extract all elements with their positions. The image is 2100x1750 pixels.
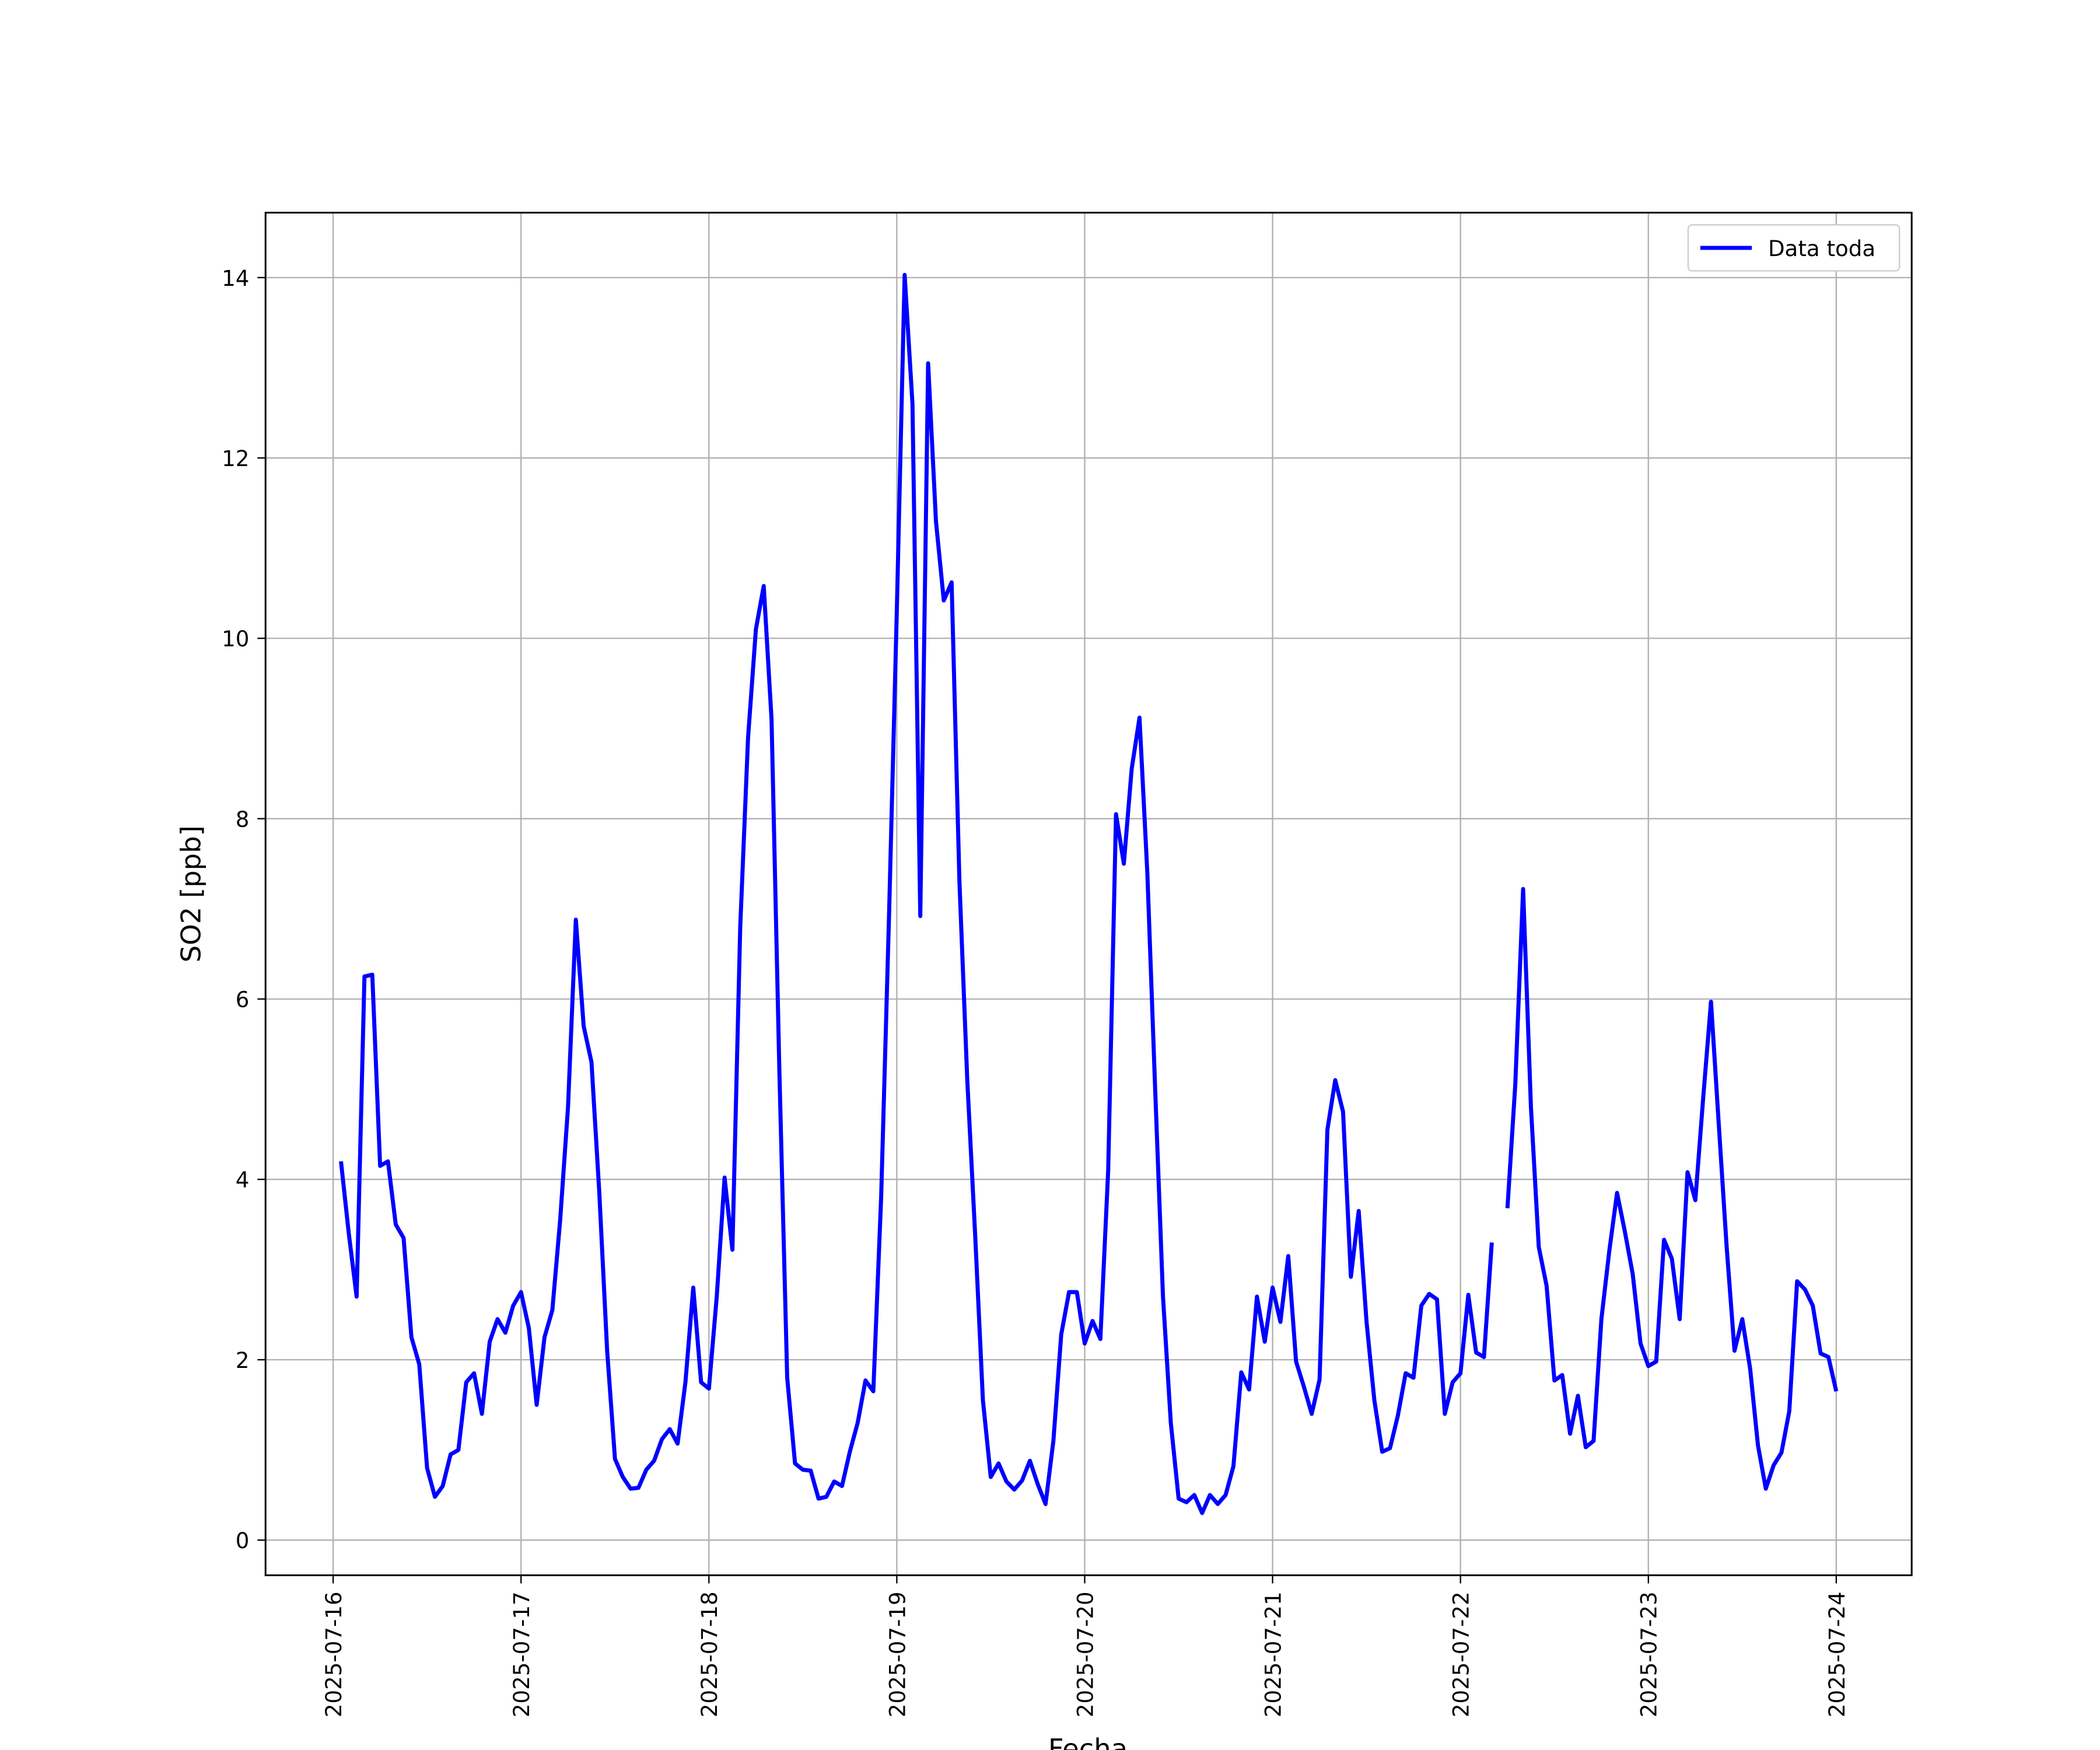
x-axis-label: Fecha <box>1048 1733 1128 1750</box>
x-tick-label: 2025-07-21 <box>1261 1591 1286 1717</box>
y-axis-label: SO2 [ppb] <box>176 825 207 963</box>
y-tick-label: 12 <box>222 446 249 471</box>
y-tick-label: 14 <box>222 266 249 291</box>
data-line <box>339 272 1839 1516</box>
x-tick-label: 2025-07-17 <box>509 1591 534 1717</box>
y-tick-label: 2 <box>236 1348 250 1373</box>
plot-frame <box>264 212 1913 1576</box>
x-tick-label: 2025-07-22 <box>1449 1591 1474 1717</box>
x-tick-label: 2025-07-18 <box>697 1591 722 1717</box>
x-tick-label: 2025-07-19 <box>885 1591 910 1717</box>
y-tick-label: 8 <box>236 807 250 832</box>
x-tick-label: 2025-07-24 <box>1825 1591 1850 1717</box>
legend-label: Data toda <box>1768 236 1875 261</box>
legend-box <box>1687 224 1901 272</box>
x-tick-label: 2025-07-20 <box>1073 1591 1098 1717</box>
x-tick-label: 2025-07-23 <box>1637 1591 1662 1717</box>
y-tick-label: 0 <box>236 1528 250 1553</box>
x-tick-label: 2025-07-16 <box>321 1591 346 1717</box>
y-tick-label: 4 <box>236 1168 250 1193</box>
y-tick-label: 6 <box>236 988 250 1013</box>
y-tick-label: 10 <box>222 626 249 652</box>
